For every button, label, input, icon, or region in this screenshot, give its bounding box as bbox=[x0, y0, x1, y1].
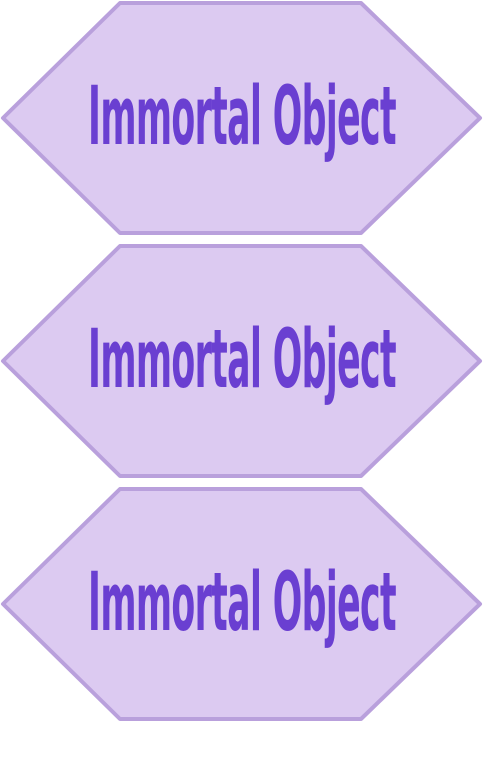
hexagon-outline-2 bbox=[1, 244, 482, 478]
hexagon-shape-1: Immortal Object bbox=[0, 0, 484, 236]
hexagon-outline-3 bbox=[1, 487, 482, 721]
hexagon-shape-3: Immortal Object bbox=[0, 486, 484, 722]
hexagon-stack: Immortal Object Immortal Object Immortal… bbox=[0, 0, 484, 722]
hexagon-outline-1 bbox=[1, 1, 482, 235]
hexagon-shape-2: Immortal Object bbox=[0, 243, 484, 479]
